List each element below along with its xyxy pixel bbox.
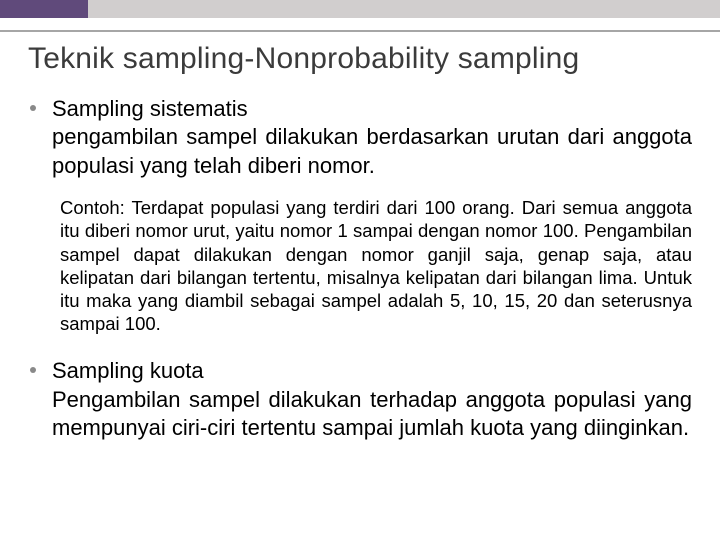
- bullet-item: Sampling sistematis pengambilan sampel d…: [28, 95, 692, 181]
- page-title: Teknik sampling-Nonprobability sampling: [28, 42, 692, 77]
- example-paragraph: Contoh: Terdapat populasi yang terdiri d…: [28, 196, 692, 335]
- gray-stripe: [88, 0, 720, 18]
- example-label: Contoh:: [60, 197, 131, 218]
- bullet-item: Sampling kuota Pengambilan sampel dilaku…: [28, 357, 692, 443]
- decorative-top-bar: [0, 0, 720, 18]
- bullet-icon: [30, 367, 36, 373]
- slide-content: Teknik sampling-Nonprobability sampling …: [0, 32, 720, 443]
- bullet-body: pengambilan sampel dilakukan berdasarkan…: [52, 123, 692, 180]
- bullet-heading: Sampling sistematis: [52, 95, 692, 124]
- bullet-body: Pengambilan sampel dilakukan terhadap an…: [52, 386, 692, 443]
- bullet-heading: Sampling kuota: [52, 357, 692, 386]
- accent-stripe: [0, 0, 88, 18]
- bullet-icon: [30, 105, 36, 111]
- example-text: Terdapat populasi yang terdiri dari 100 …: [60, 197, 692, 334]
